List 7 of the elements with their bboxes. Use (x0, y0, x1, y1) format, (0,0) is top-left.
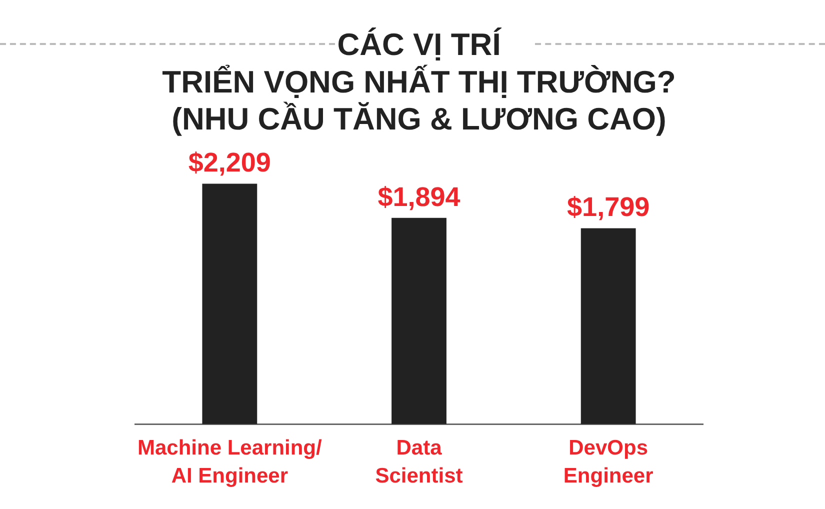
chart-title: CÁC VỊ TRÍ TRIỂN VỌNG NHẤT THỊ TRƯỜNG? (NHU CẦU TĂNG & LƯƠNG CAO) (162, 27, 676, 137)
data-label: $1,894 (378, 182, 460, 212)
x-tick-label: DevOps Engineer (563, 436, 654, 488)
x-tick-label: Data Scientist (375, 436, 463, 488)
x-tick-label: Machine Learning/ AI Engineer (137, 436, 322, 488)
data-label: $2,209 (188, 148, 271, 178)
data-label: $1,799 (567, 192, 650, 222)
